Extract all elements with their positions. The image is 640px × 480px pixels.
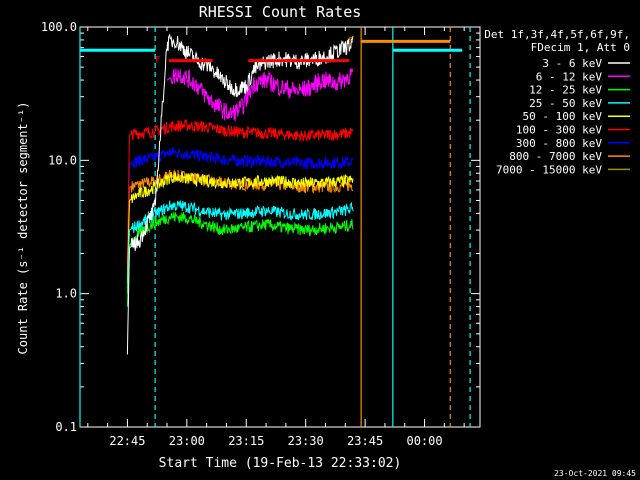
series-line-100-300-kev [126, 118, 354, 271]
chart-title: RHESSI Count Rates [199, 3, 362, 21]
series-line-300-800-kev [126, 147, 354, 279]
x-axis-label: Start Time (19-Feb-13 22:33:02) [159, 456, 402, 471]
legend-header-line: FDecim 1, Att 0 [531, 41, 630, 54]
legend-label: 50 - 100 keV [523, 110, 603, 123]
x-tick-label: 23:15 [228, 434, 264, 448]
series-layer [126, 33, 354, 355]
y-axis-label: Count Rate (s⁻¹ detector segment⁻¹) [16, 102, 30, 355]
flare-flag-label: F [155, 56, 160, 66]
status-flags: FS [80, 36, 463, 66]
x-tick-label: 22:45 [109, 434, 145, 448]
y-tick-label: 100.0 [41, 20, 77, 34]
legend-label: 12 - 25 keV [529, 84, 602, 97]
x-tick-label: 00:00 [406, 434, 442, 448]
saa-flag-label: S [348, 36, 353, 46]
legend-label: 300 - 800 keV [516, 137, 602, 150]
legend-header: Det 1f,3f,4f,5f,6f,9f,FDecim 1, Att 0 [484, 28, 630, 54]
x-tick-label: 23:00 [169, 434, 205, 448]
series-line-3-6-kev [126, 33, 354, 355]
series-line-12-25-kev [126, 211, 354, 307]
legend-label: 800 - 7000 keV [509, 150, 602, 163]
series-line-50-100-kev [126, 171, 354, 284]
legend-header-line: Det 1f,3f,4f,5f,6f,9f, [484, 28, 630, 41]
y-tick-label: 1.0 [55, 287, 77, 301]
series-line-25-50-kev [126, 199, 354, 294]
x-tick-label: 23:45 [347, 434, 383, 448]
legend-label: 7000 - 15000 keV [496, 163, 602, 176]
timestamp: 23-Oct-2021 09:45 [554, 469, 636, 478]
series-line-6-12-kev [166, 68, 354, 122]
legend-label: 6 - 12 keV [536, 70, 603, 83]
x-tick-label: 23:30 [288, 434, 324, 448]
legend-label: 3 - 6 keV [542, 57, 602, 70]
legend-label: 100 - 300 keV [516, 124, 602, 137]
y-tick-label: 10.0 [48, 153, 77, 167]
legend-label: 25 - 50 keV [529, 97, 602, 110]
plot-axes: 22:45 23:00 23:15 23:30 23:45 00:00 0.1 1.0 10.0… [41, 20, 481, 448]
y-tick-label: 0.1 [55, 420, 77, 434]
